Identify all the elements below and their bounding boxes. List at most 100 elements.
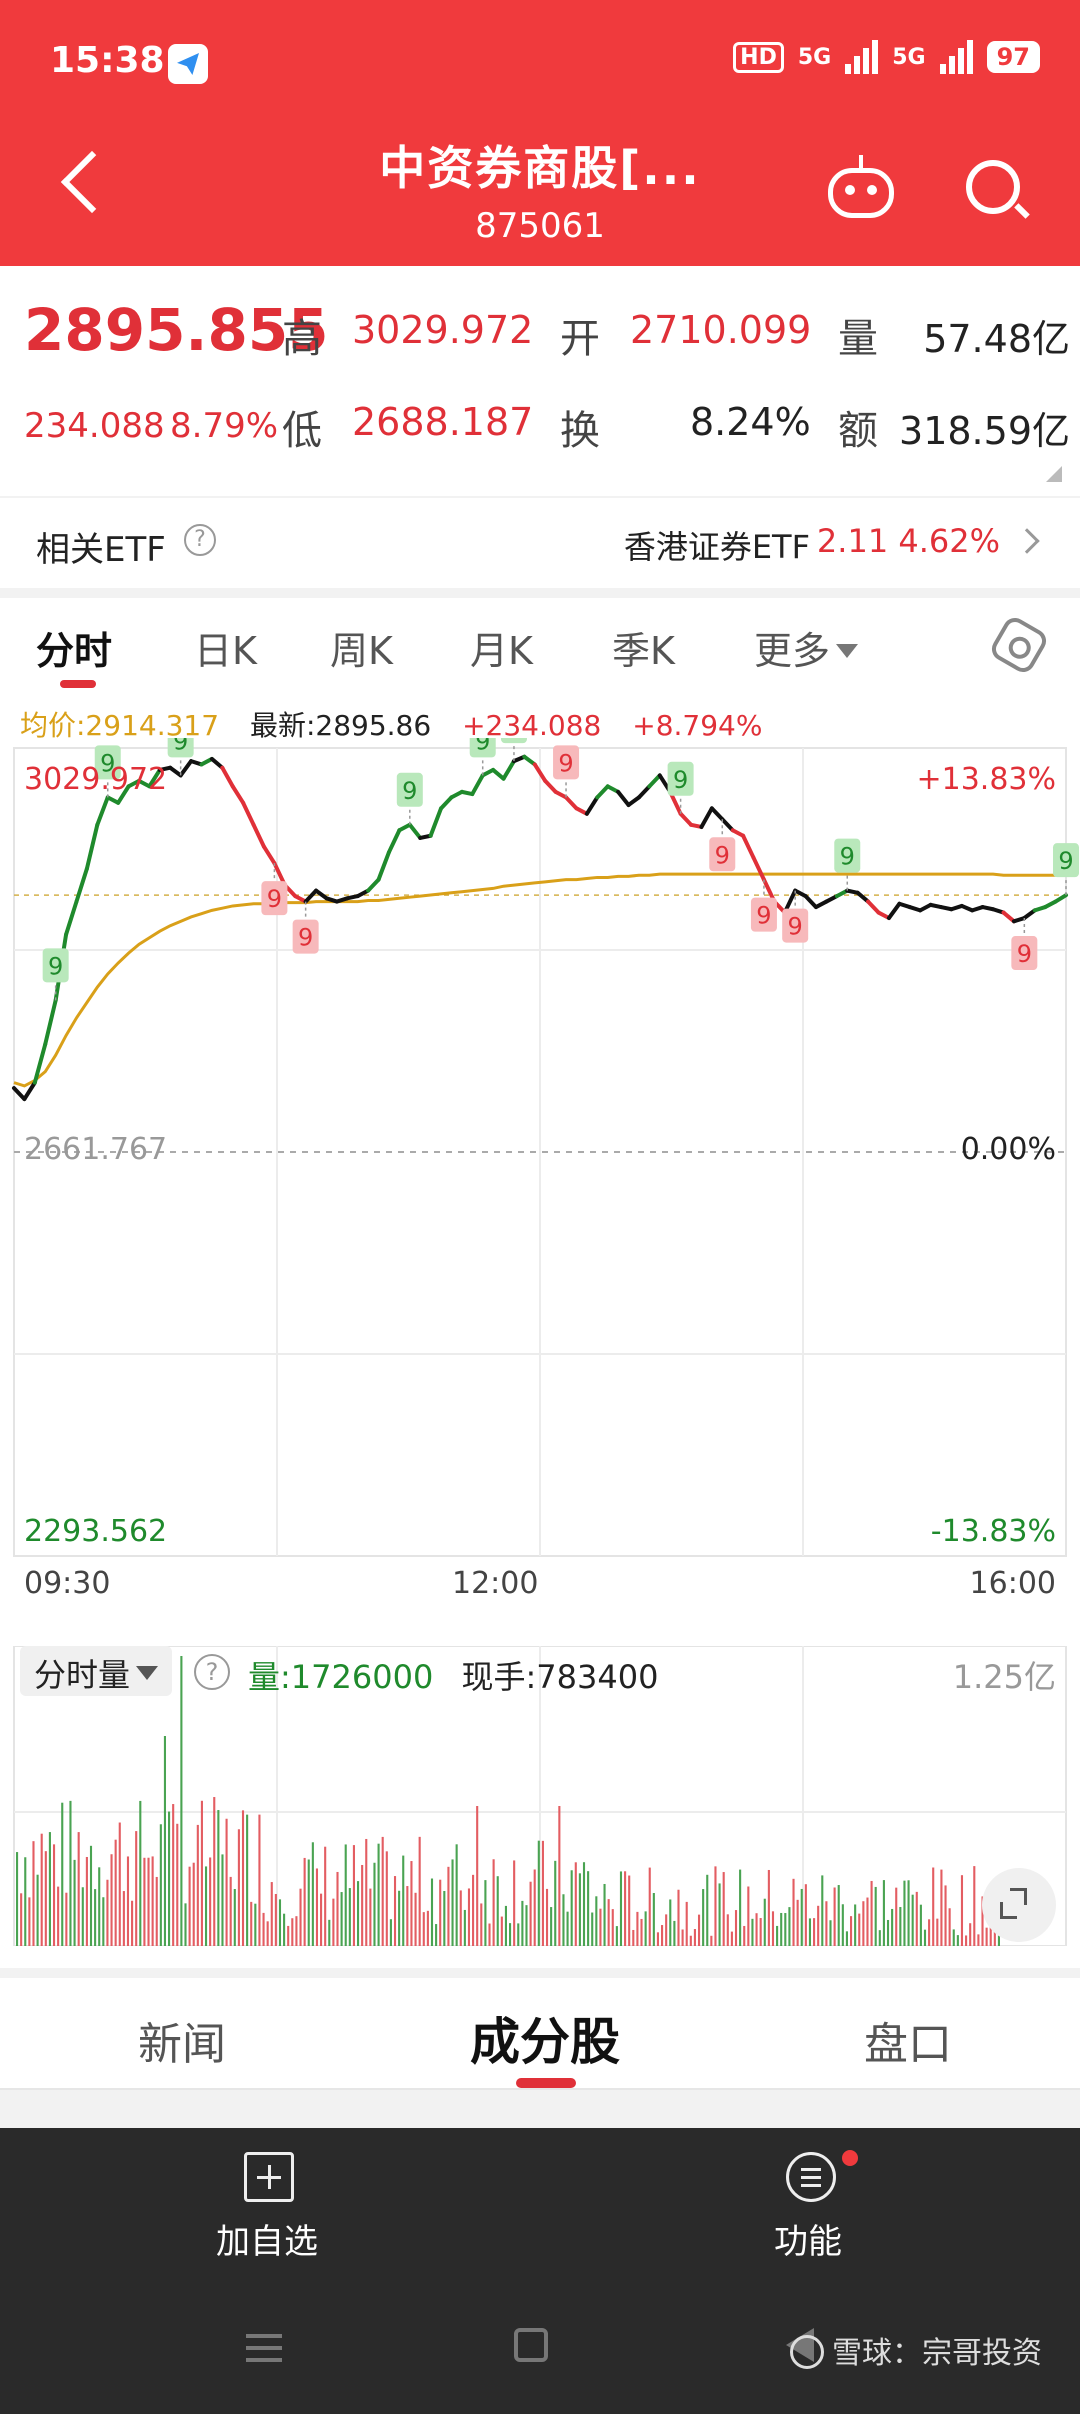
price-line-segment — [741, 833, 756, 860]
price-line-segment — [678, 811, 694, 827]
volume-bar — [336, 1871, 339, 1946]
robot-icon[interactable] — [828, 155, 894, 218]
volume-bar — [636, 1911, 639, 1946]
td-marker-label: 9 — [298, 924, 313, 952]
tab-monthly-k[interactable]: 月K — [470, 629, 533, 673]
td-marker-box — [396, 772, 423, 807]
volume-bar — [673, 1920, 676, 1946]
etf-label: 相关ETF — [36, 530, 166, 570]
volume-bar — [521, 1900, 524, 1946]
volume-bar — [126, 1856, 130, 1946]
price-line-segment — [803, 894, 819, 910]
etf-name: 香港证券ETF — [623, 528, 810, 566]
price-line-segment — [168, 765, 183, 778]
volume-bar — [558, 1806, 561, 1946]
price-line-segment — [178, 759, 194, 778]
volume-bar — [270, 1882, 273, 1946]
td-marker-label: 9 — [673, 766, 688, 794]
related-etf-row[interactable]: 相关ETF ? 香港证券ETF 2.11 4.62% — [0, 498, 1080, 588]
volume-bar — [369, 1888, 372, 1946]
xueqiu-logo-icon — [790, 2335, 824, 2369]
nav-menu-icon[interactable] — [246, 2334, 282, 2338]
price-line-segment — [595, 784, 610, 800]
volume-bar — [587, 1871, 590, 1946]
volume-bar — [886, 1919, 890, 1946]
td-marker-label: 9 — [558, 749, 573, 777]
volume-label: 量 — [838, 316, 878, 362]
change-value: 234.088 — [24, 406, 165, 446]
volume-bar — [907, 1880, 910, 1946]
volume-bar — [574, 1862, 577, 1946]
volume-bar — [624, 1871, 627, 1946]
volume-bar — [833, 1887, 836, 1946]
tab-weekly-k[interactable]: 周K — [330, 629, 393, 673]
volume-bar — [44, 1851, 47, 1946]
volume-bar — [969, 1923, 972, 1946]
volume-bar — [406, 1886, 409, 1946]
td-marker-label: 9 — [48, 952, 63, 980]
watermark-text: 雪球：宗哥投资 — [832, 2336, 1042, 2371]
td-marker-box — [500, 738, 527, 744]
stock-code: 875061 — [475, 206, 605, 246]
volume-bar — [566, 1911, 569, 1946]
tab-order-book[interactable]: 盘口 — [864, 2019, 952, 2070]
function-button[interactable]: 功能 — [774, 2222, 842, 2262]
td-marker-box — [667, 761, 694, 796]
volume-frame — [13, 1646, 1067, 1946]
volume-bar — [159, 1824, 162, 1946]
price-line-segment — [1022, 908, 1037, 921]
help-icon[interactable]: ? — [184, 524, 216, 556]
add-watchlist-icon[interactable] — [244, 2152, 294, 2202]
intraday-chart[interactable]: 9999999999999999 — [0, 738, 1080, 1558]
avg-price: 均价:2914.317 — [20, 709, 220, 742]
volume-bar — [328, 1919, 331, 1946]
tab-more[interactable]: 更多 — [754, 620, 859, 675]
volume-bar — [385, 1851, 388, 1946]
volume-bar — [743, 1925, 746, 1946]
price-line-segment — [522, 754, 537, 767]
tab-news[interactable]: 新闻 — [138, 2019, 226, 2070]
battery-icon: 97 — [986, 41, 1040, 73]
volume-bar — [829, 1920, 832, 1946]
price-line-segment — [74, 866, 89, 904]
nav-home-icon[interactable] — [514, 2328, 548, 2362]
fullscreen-icon[interactable] — [982, 1868, 1056, 1942]
volume-bar — [204, 1866, 208, 1946]
volume-bar — [303, 1857, 306, 1946]
volume-bar — [923, 1929, 927, 1946]
volume-bar — [176, 1823, 179, 1946]
volume-bar — [685, 1901, 688, 1946]
tab-daily-k[interactable]: 日K — [194, 629, 257, 673]
volume-bar — [496, 1876, 499, 1946]
tab-constituents[interactable]: 成分股 — [470, 2013, 620, 2071]
tab-quarterly-k[interactable]: 季K — [612, 629, 675, 673]
volume-help-icon[interactable]: ? — [194, 1654, 230, 1690]
volume-bar — [106, 1879, 109, 1946]
volume-bar — [718, 1883, 721, 1946]
volume-bar — [213, 1797, 216, 1946]
telegram-icon — [168, 44, 208, 84]
etf-values: 2.11 4.62% — [817, 522, 1000, 560]
search-icon[interactable] — [966, 160, 1020, 214]
volume-bar — [582, 1862, 586, 1946]
tab-intraday[interactable]: 分时 — [36, 629, 113, 673]
volume-type-dropdown[interactable]: 分时量 — [20, 1646, 173, 1696]
volume-bar — [246, 1814, 249, 1946]
expand-corner-icon[interactable] — [1046, 466, 1062, 482]
volume-bar — [878, 1930, 881, 1946]
price-line-segment — [64, 899, 79, 937]
volume-bar — [463, 1909, 466, 1946]
volume-info: 量:1726000 现手:783400 — [248, 1652, 658, 1698]
last-price: 2895.855 — [24, 296, 329, 364]
volume-bar — [352, 1845, 355, 1946]
pct-bottom-label: -13.83% — [930, 1514, 1056, 1549]
menu-icon[interactable] — [786, 2152, 836, 2202]
add-watchlist-button[interactable]: 加自选 — [216, 2222, 318, 2262]
change-pct: 8.79% — [170, 406, 279, 446]
volume-bar — [172, 1804, 175, 1946]
settings-icon[interactable] — [987, 613, 1051, 677]
volume-bar — [274, 1893, 277, 1946]
td-marker-box — [261, 881, 288, 916]
volume-bar — [180, 1656, 183, 1946]
volume-bar — [554, 1860, 557, 1946]
